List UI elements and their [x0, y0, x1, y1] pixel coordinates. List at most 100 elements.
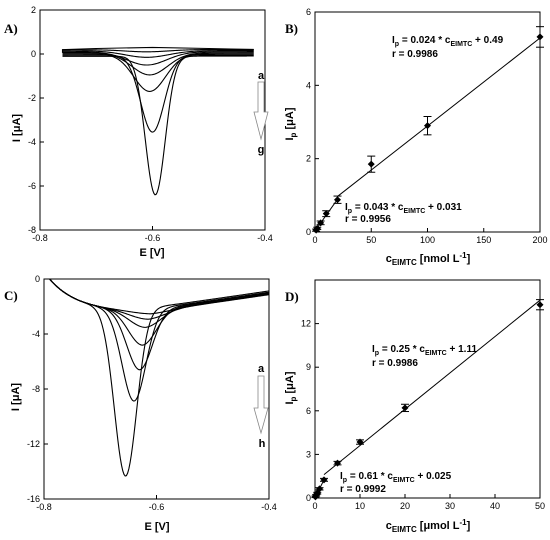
panel-d-frame — [314, 279, 541, 499]
panel-c-curve-g — [49, 278, 270, 477]
panel-d-y-tick-label: 9 — [306, 362, 311, 372]
panel-a-curves — [61, 46, 254, 196]
panel-a-x-axis-label: E [V] — [139, 247, 164, 259]
panel-b-fit-1-equation: Ip = 0.043 * cEIMTC + 0.031 — [345, 202, 462, 215]
panel-c: C) -0.8 -0.6 -0.4 0 -4 -8 -12 -16 a h E [V] I [… — [4, 274, 277, 533]
panel-b-fit-1-r: r = 0.9956 — [345, 214, 391, 225]
panel-a-y-tick-label: -4 — [28, 137, 36, 147]
panel-d-x-tick-label: 50 — [535, 501, 545, 511]
panel-a-direction-arrow: a g — [253, 70, 269, 156]
panel-a: A) -0.8 -0.6 -0.4 2 0 -2 -4 -6 -8 a g E [V] I [μ… — [4, 5, 273, 259]
panel-a-label: A) — [4, 21, 18, 36]
panel-c-ticks: -0.8 -0.6 -0.4 0 -4 -8 -12 -16 — [27, 274, 277, 512]
panel-d-x-tick-label: 20 — [400, 501, 410, 511]
panel-a-y-tick-label: -6 — [28, 181, 36, 191]
panel-a-x-tick-label: -0.4 — [257, 233, 273, 243]
panel-c-x-tick-label: -0.6 — [149, 502, 165, 512]
panel-a-arrow-start-label: a — [258, 70, 265, 82]
panel-c-curves — [49, 278, 270, 477]
panel-d-fit-line-2 — [323, 299, 541, 475]
panel-a-y-tick-label: 2 — [31, 5, 36, 15]
panel-d-x-axis-label: cEIMTC [μmol L-1] — [386, 518, 471, 534]
panel-a-y-tick-label: -8 — [28, 225, 36, 235]
panel-b-x-axis-label: cEIMTC [nmol L-1] — [386, 251, 471, 267]
panel-d-x-tick-label: 40 — [490, 501, 500, 511]
panel-b-x-tick-label: 100 — [420, 235, 435, 245]
panel-a-arrow-end-label: g — [258, 144, 265, 156]
panel-a-y-tick-label: -2 — [28, 93, 36, 103]
panel-b-x-tick-label: 150 — [476, 235, 491, 245]
panel-a-frame — [39, 9, 266, 231]
panel-c-y-tick-label: -4 — [32, 329, 40, 339]
panel-b-label: B) — [285, 21, 298, 36]
panel-a-x-tick-label: -0.6 — [145, 233, 161, 243]
panel-c-arrow-icon — [253, 375, 269, 435]
panel-b-fit-2-equation: Ip = 0.024 * cEIMTC + 0.49 — [392, 35, 504, 48]
panel-b-x-tick-label: 200 — [532, 235, 547, 245]
panel-d-fit-lines — [314, 299, 541, 498]
panel-b-x-tick-label: 50 — [366, 235, 376, 245]
panel-d-label: D) — [285, 289, 299, 304]
panel-b-y-tick-label: 0 — [306, 227, 311, 237]
panel-d-y-tick-label: 12 — [301, 319, 311, 329]
panel-a-x-tick-label: -0.8 — [32, 233, 48, 243]
panel-d-y-tick-label: 0 — [306, 493, 311, 503]
panel-c-direction-arrow: a h — [253, 363, 269, 450]
panel-a-curve-f — [62, 54, 254, 133]
panel-b-point-7 — [424, 122, 431, 130]
panel-b-point-4 — [322, 210, 330, 218]
panel-d-fit-2-r: r = 0.9986 — [372, 358, 418, 369]
panel-b-y-axis-label: Ip [μA] — [284, 107, 298, 140]
panel-b-point-8 — [536, 33, 544, 41]
panel-c-x-tick-label: -0.4 — [261, 502, 277, 512]
panel-d-point-6 — [334, 459, 341, 467]
panel-b-point-6 — [367, 160, 375, 168]
panel-b-point-2 — [313, 224, 321, 232]
panel-d-points — [311, 299, 544, 501]
panel-d-ticks: 0 10 20 30 40 50 0 3 6 9 12 — [301, 319, 545, 511]
panel-b-fit-2-r: r = 0.9986 — [392, 49, 438, 60]
panel-d-x-tick-label: 30 — [445, 501, 455, 511]
panel-c-x-axis-label: E [V] — [144, 521, 169, 533]
panel-d-point-4 — [316, 485, 323, 493]
panel-c-x-tick-label: -0.8 — [36, 502, 52, 512]
panel-d-fit-1-equation: Ip = 0.61 * cEIMTC + 0.025 — [340, 471, 452, 484]
panel-c-arrow-end-label: h — [259, 438, 266, 450]
panel-d: D) 0 10 20 30 40 50 0 3 6 9 12 Ip = 0.25 * cEIMTC … — [284, 279, 545, 534]
panel-a-y-tick-label: 0 — [31, 49, 36, 59]
panel-d-point-8 — [401, 404, 409, 412]
panel-a-arrow-icon — [253, 81, 269, 141]
panel-c-arrow-start-label: a — [258, 363, 265, 375]
panel-a-curve-g — [62, 55, 254, 196]
panel-d-point-9 — [536, 301, 544, 309]
panel-b: B) 0 50 100 150 200 0 2 4 6 Ip = 0.024 * cEIMTC … — [284, 7, 548, 267]
panel-c-y-tick-label: -12 — [27, 439, 40, 449]
panel-b-points — [312, 26, 544, 234]
panel-d-x-tick-label: 10 — [355, 501, 365, 511]
panel-d-y-tick-label: 3 — [306, 449, 311, 459]
panel-d-point-7 — [356, 438, 364, 446]
panel-c-label: C) — [4, 288, 18, 303]
panel-d-x-tick-label: 0 — [312, 501, 317, 511]
panel-d-y-tick-label: 6 — [306, 406, 311, 416]
panel-a-curve-d — [62, 52, 254, 76]
panel-d-fit-2-equation: Ip = 0.25 * cEIMTC + 1.11 — [372, 344, 477, 357]
panel-b-y-tick-label: 2 — [306, 154, 311, 164]
panel-b-point-5 — [334, 196, 341, 204]
panel-c-curve-c — [49, 278, 270, 328]
panel-d-fit-1-r: r = 0.9992 — [340, 484, 386, 495]
panel-c-y-tick-label: -16 — [27, 494, 40, 504]
panel-a-curve-a — [62, 48, 254, 53]
panel-a-y-axis-label: I [μA] — [11, 114, 23, 142]
panel-b-ticks: 0 50 100 150 200 0 2 4 6 — [306, 7, 548, 245]
panel-c-curve-f — [49, 278, 270, 402]
panel-b-point-3 — [317, 219, 325, 227]
panel-b-x-tick-label: 0 — [312, 235, 317, 245]
panel-c-frame — [43, 278, 270, 500]
panel-a-curve-b — [62, 49, 254, 58]
panel-c-y-tick-label: 0 — [35, 274, 40, 284]
panel-a-curve-e — [62, 53, 254, 92]
panel-b-y-tick-label: 6 — [306, 7, 311, 17]
panel-d-point-5 — [320, 476, 328, 484]
